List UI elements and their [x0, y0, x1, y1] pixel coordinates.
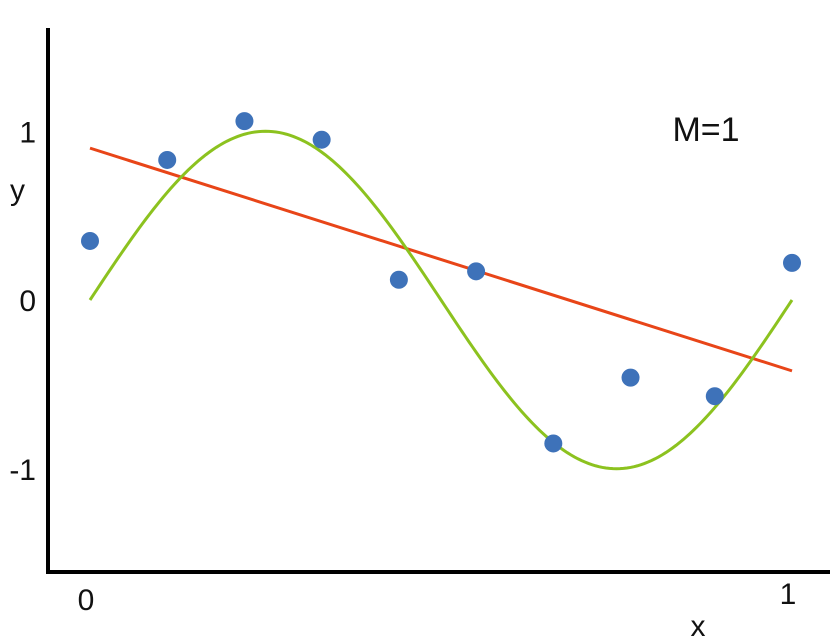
data-point-6	[467, 262, 486, 281]
model-order-annotation: M=1	[672, 111, 739, 149]
y-tick-label-3: -1	[9, 454, 36, 487]
curve-series-line	[88, 129, 794, 471]
data-point-9	[705, 387, 724, 406]
data-point-4	[312, 130, 331, 149]
data-point-7	[544, 434, 563, 453]
data-point-1	[81, 231, 99, 250]
x-tick-label-1: 0	[78, 584, 95, 617]
x-axis-label: x	[691, 610, 706, 636]
y-axis-label: y	[10, 174, 25, 207]
y-tick-label-2: 0	[19, 285, 36, 318]
x-tick-label-2: 1	[780, 578, 797, 611]
y-tick-labels: 1 0 -1	[9, 116, 36, 487]
data-point-5	[389, 270, 408, 289]
data-point-10	[783, 253, 801, 272]
data-point-8	[621, 368, 640, 387]
linear-fit-series-line	[89, 146, 793, 373]
data-point-2	[158, 150, 177, 169]
y-tick-label-1: 1	[19, 116, 36, 149]
data-point-3	[235, 112, 254, 131]
points-layer	[81, 112, 801, 453]
series-layer	[88, 129, 794, 471]
